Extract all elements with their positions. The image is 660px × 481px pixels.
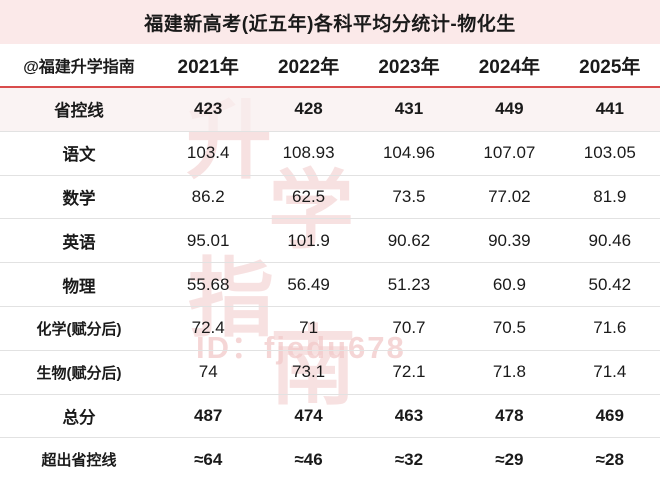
table-header-cell: 2023年 (358, 44, 460, 88)
row-value: 50.42 (559, 262, 660, 307)
row-value: ≈28 (595, 449, 624, 469)
row-value: ≈29 (495, 449, 524, 469)
row-value: 103.4 (158, 131, 259, 176)
row-value: 487 (158, 394, 259, 439)
row-value: 51.23 (358, 262, 460, 307)
row-value: 60.9 (459, 262, 560, 307)
row-value: 71.4 (559, 350, 660, 395)
row-value: 55.68 (158, 262, 259, 307)
row-value: 423 (158, 87, 259, 132)
row-value: 90.46 (559, 218, 660, 264)
row-value: 73.1 (258, 350, 359, 395)
row-value: 74 (158, 350, 259, 395)
row-label: 总分 (0, 394, 158, 439)
row-value: 469 (559, 394, 660, 439)
table-row: 化学(赋分后) 72.4 71 70.7 70.5 71.6 (0, 306, 660, 351)
row-label: 语文 (0, 131, 158, 176)
page-root: 升 学 指 南 ID：fjedu678 福建新高考(近五年)各科平均分统计-物化… (0, 0, 660, 469)
row-value: 474 (258, 394, 359, 439)
table-header-cell: @福建升学指南 (0, 44, 158, 88)
row-value: 463 (358, 394, 460, 439)
table-header-row: @福建升学指南 2021年 2022年 2023年 2024年 2025年 (0, 44, 660, 88)
table-row: 总分 487 474 463 478 469 (0, 394, 660, 439)
row-label: 化学(赋分后) (0, 306, 158, 351)
row-label: 超出省控线 (41, 452, 117, 470)
table-header-cell: 2024年 (459, 44, 560, 88)
table-header-cell: 2025年 (559, 44, 660, 88)
row-value: 107.07 (459, 131, 560, 176)
row-value: 72.4 (158, 306, 259, 351)
row-value: 95.01 (158, 218, 259, 264)
score-table: @福建升学指南 2021年 2022年 2023年 2024年 2025年 省控… (0, 44, 660, 481)
row-label: 省控线 (0, 87, 158, 132)
table-row: 数学 86.2 62.5 73.5 77.02 81.9 (0, 175, 660, 220)
table-header-cell: 2022年 (258, 44, 359, 88)
row-value: 103.05 (559, 131, 660, 176)
row-value: 81.9 (559, 175, 660, 220)
row-label: 生物(赋分后) (0, 350, 158, 395)
table-row: 英语 95.01 101.9 90.62 90.39 90.46 (0, 218, 660, 264)
row-value: 71.8 (459, 350, 560, 395)
table-header-cell: 2021年 (158, 44, 259, 88)
row-value: 70.5 (459, 306, 560, 351)
row-value: 478 (459, 394, 560, 439)
row-value: 73.5 (358, 175, 460, 220)
row-value: 428 (258, 87, 359, 132)
row-value: 62.5 (258, 175, 359, 220)
table-row: 生物(赋分后) 74 73.1 72.1 71.8 71.4 (0, 350, 660, 395)
row-value: 71 (258, 306, 359, 351)
table-row: 语文 103.4 108.93 104.96 107.07 103.05 (0, 131, 660, 176)
row-value: 77.02 (459, 175, 560, 220)
row-label: 英语 (0, 218, 158, 264)
row-value: 90.62 (358, 218, 460, 264)
row-value: 90.39 (459, 218, 560, 264)
table-row: 物理 55.68 56.49 51.23 60.9 50.42 (0, 262, 660, 307)
row-value: 72.1 (358, 350, 460, 395)
row-value: 101.9 (258, 218, 359, 264)
row-value: ≈64 (194, 449, 223, 469)
row-value: 56.49 (258, 262, 359, 307)
row-value: ≈46 (294, 449, 323, 469)
table-row: 超出省控线 ≈64 ≈46 ≈32 ≈29 ≈28 (0, 438, 660, 481)
row-label: 物理 (0, 262, 158, 307)
row-value: 70.7 (358, 306, 460, 351)
row-value: 104.96 (358, 131, 460, 176)
row-value: 441 (559, 87, 660, 132)
row-value: 431 (358, 87, 460, 132)
row-value: ≈32 (394, 449, 424, 469)
row-label: 数学 (0, 175, 158, 220)
row-value: 108.93 (258, 131, 359, 176)
row-value: 86.2 (158, 175, 259, 220)
title-bar: 福建新高考(近五年)各科平均分统计-物化生 (0, 0, 660, 44)
row-value: 449 (459, 87, 560, 132)
row-value: 71.6 (559, 306, 660, 351)
table-row: 省控线 423 428 431 449 441 (0, 87, 660, 132)
page-title: 福建新高考(近五年)各科平均分统计-物化生 (144, 13, 516, 35)
